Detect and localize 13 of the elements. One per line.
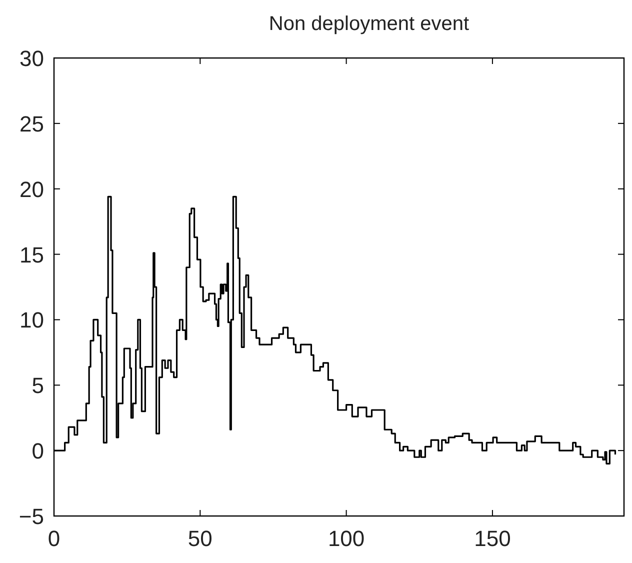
y-tick-label: 25	[20, 111, 44, 136]
x-tick-label: 100	[328, 526, 365, 551]
y-tick-label: −5	[18, 504, 44, 529]
chart-title: Non deployment event	[268, 13, 470, 35]
y-tick-label: 5	[32, 373, 44, 398]
x-tick-label: 0	[48, 526, 60, 551]
y-tick-label: 30	[20, 46, 44, 71]
y-tick-label: 20	[20, 176, 44, 202]
y-tick-label: 15	[20, 242, 44, 268]
x-tick-label: 50	[188, 526, 212, 551]
y-tick-label: 10	[20, 308, 44, 333]
x-tick-label: 150	[474, 526, 511, 551]
y-tick-label: 0	[32, 438, 44, 464]
